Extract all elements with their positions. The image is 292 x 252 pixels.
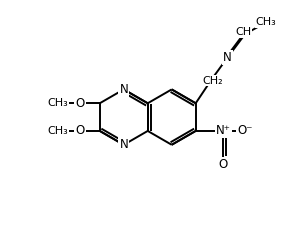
Text: CH₃: CH₃ xyxy=(256,17,276,27)
Text: N: N xyxy=(119,83,128,96)
Text: O: O xyxy=(75,97,85,110)
Text: N⁺: N⁺ xyxy=(216,124,231,137)
Text: O: O xyxy=(219,158,228,171)
Text: CH₃: CH₃ xyxy=(48,126,69,136)
Text: CH: CH xyxy=(235,27,251,37)
Text: O: O xyxy=(75,124,85,137)
Text: N: N xyxy=(223,51,232,64)
Text: O⁻: O⁻ xyxy=(237,124,253,137)
Text: CH₂: CH₂ xyxy=(202,76,223,85)
Text: N: N xyxy=(119,138,128,151)
Text: CH₃: CH₃ xyxy=(48,98,69,108)
